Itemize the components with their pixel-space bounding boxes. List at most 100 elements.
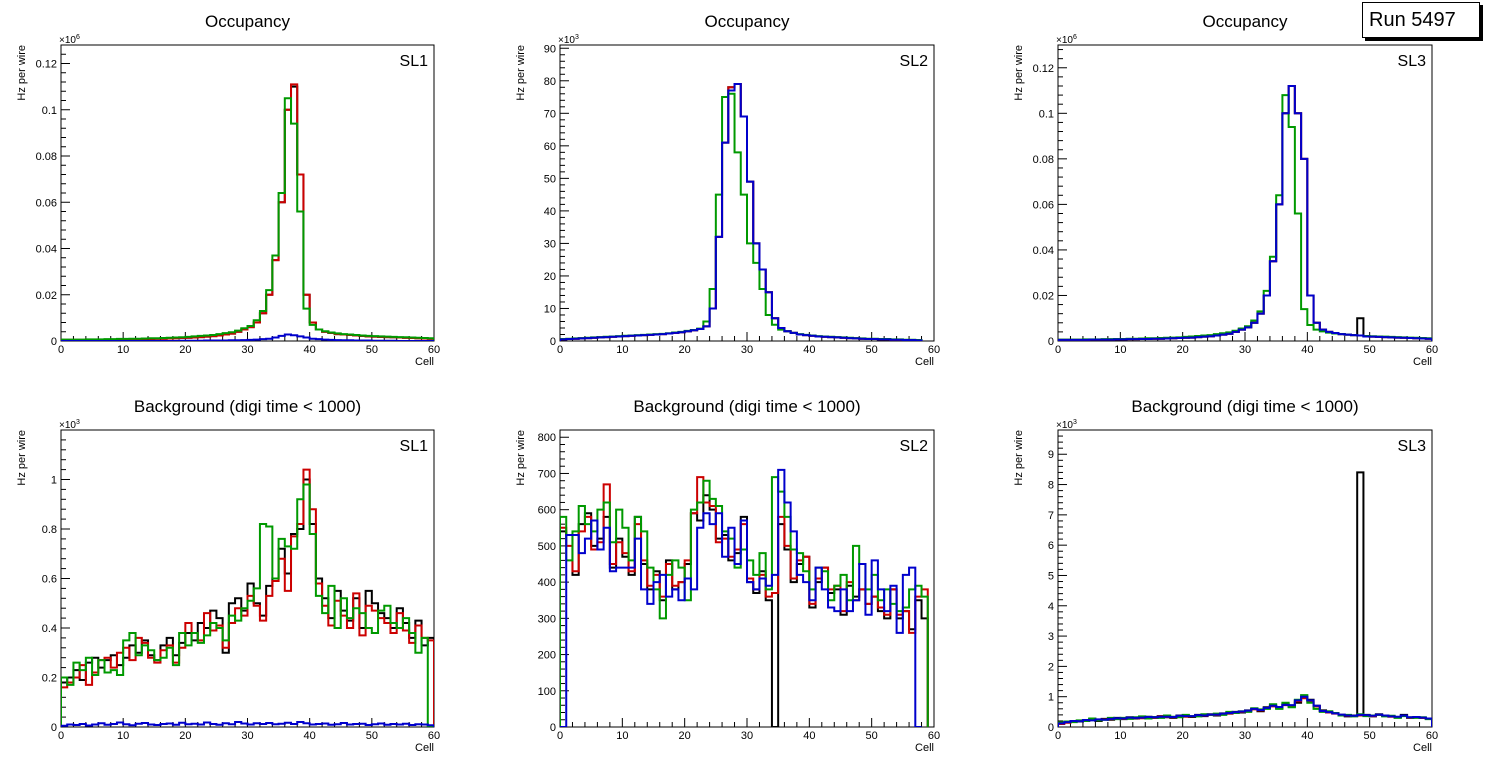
- x-tick-label: 60: [1426, 730, 1438, 742]
- histogram-black: [1058, 471, 1432, 727]
- superlayer-tag: SL1: [400, 438, 429, 455]
- y-tick-label: 0.04: [1033, 245, 1054, 257]
- histogram-green: [560, 476, 929, 727]
- x-tick-label: 40: [304, 730, 316, 742]
- x-tick-label: 60: [428, 730, 440, 742]
- x-tick-label: 40: [803, 730, 815, 742]
- y-tick-label: 0.2: [42, 673, 57, 685]
- y-tick-label: 20: [544, 271, 556, 283]
- x-tick-label: 20: [1177, 730, 1189, 742]
- y-exponent-power: 3: [76, 419, 80, 426]
- plot-title: Occupancy: [1202, 12, 1288, 31]
- y-tick-label: 0: [1048, 722, 1054, 734]
- x-tick-label: 30: [241, 730, 253, 742]
- y-tick-label: 1: [1048, 692, 1054, 704]
- y-tick-label: 0.1: [42, 105, 57, 117]
- x-tick-label: 60: [428, 344, 440, 356]
- histogram-red: [560, 476, 929, 727]
- x-tick-label: 20: [179, 344, 191, 356]
- y-axis-title: Hz per wire: [1013, 45, 1025, 101]
- x-tick-label: 60: [928, 730, 940, 742]
- y-tick-label: 0.06: [36, 197, 57, 209]
- y-tick-label: 200: [538, 650, 556, 662]
- histogram-red: [1058, 84, 1432, 341]
- x-tick-label: 30: [741, 344, 753, 356]
- histogram-green: [560, 92, 923, 341]
- x-tick-label: 30: [241, 344, 253, 356]
- plot-panel-5: Background (digi time < 1000) SL2 0 10 20 30 4…: [515, 397, 940, 754]
- histogram-blue: [1058, 695, 1432, 727]
- plot-frame: [1057, 44, 1433, 342]
- plot-title: Occupancy: [205, 12, 291, 31]
- x-tick-label: 30: [741, 730, 753, 742]
- histogram-blue: [560, 468, 922, 727]
- x-tick-label: 10: [117, 344, 129, 356]
- x-tick-label: 20: [1177, 344, 1189, 356]
- x-axis-title: Cell: [915, 356, 934, 368]
- x-tick-label: 60: [1426, 344, 1438, 356]
- histogram-green: [61, 97, 434, 341]
- histogram-blue: [61, 333, 434, 341]
- histogram-green: [1058, 94, 1432, 341]
- x-tick-label: 10: [616, 730, 628, 742]
- x-tick-label: 40: [803, 344, 815, 356]
- y-tick-label: 800: [538, 432, 556, 444]
- plot-panel-2: Occupancy SL2 0 10 20 30 40 50 60 0 10 20 30 40 50 60 70…: [515, 12, 940, 368]
- y-tick-label: 90: [544, 43, 556, 55]
- y-tick-label: 0: [51, 336, 57, 348]
- superlayer-tag: SL3: [1398, 53, 1427, 70]
- x-tick-label: 20: [179, 730, 191, 742]
- plot-title: Background (digi time < 1000): [1131, 397, 1358, 416]
- x-tick-label: 0: [557, 730, 563, 742]
- x-tick-label: 20: [679, 344, 691, 356]
- plot-title: Occupancy: [704, 12, 790, 31]
- y-tick-label: 2: [1048, 661, 1054, 673]
- plot-frame: [60, 44, 435, 342]
- y-tick-label: 4: [1048, 601, 1054, 613]
- y-exponent-label: ×106: [59, 34, 80, 46]
- y-axis-title: Hz per wire: [515, 430, 527, 486]
- y-tick-label: 60: [544, 141, 556, 153]
- y-axis-title: Hz per wire: [16, 45, 28, 101]
- histogram-blue: [1058, 84, 1432, 341]
- histogram-blue: [560, 83, 923, 341]
- x-tick-label: 50: [1364, 344, 1376, 356]
- y-axis-title: Hz per wire: [1013, 430, 1025, 486]
- y-tick-label: 0.12: [1033, 63, 1054, 75]
- x-tick-label: 30: [1239, 344, 1251, 356]
- plot-frame: [60, 429, 435, 728]
- x-tick-label: 10: [1114, 344, 1126, 356]
- plot-panel-1: Occupancy SL1 0 10 20 30 40 50 60 0 0.02 0.04 0.06 0.…: [16, 12, 440, 368]
- superlayer-tag: SL3: [1398, 438, 1427, 455]
- y-tick-label: 0.02: [1033, 290, 1054, 302]
- y-tick-label: 80: [544, 76, 556, 88]
- x-tick-label: 0: [1055, 730, 1061, 742]
- histogram-red: [61, 468, 434, 727]
- histogram-red: [61, 83, 434, 341]
- y-exponent-power: 3: [1073, 419, 1077, 426]
- superlayer-tag: SL2: [900, 438, 929, 455]
- plot-title: Background (digi time < 1000): [633, 397, 860, 416]
- y-tick-label: 70: [544, 108, 556, 120]
- x-tick-label: 30: [1239, 730, 1251, 742]
- histogram-black: [1058, 84, 1432, 341]
- y-tick-label: 0.4: [42, 623, 57, 635]
- y-exponent-power: 6: [1073, 34, 1077, 41]
- x-tick-label: 60: [928, 344, 940, 356]
- histogram-blue: [61, 721, 434, 727]
- x-tick-label: 40: [1301, 344, 1313, 356]
- y-tick-label: 6: [1048, 540, 1054, 552]
- y-tick-label: 40: [544, 206, 556, 218]
- y-tick-label: 0.1: [1039, 108, 1054, 120]
- x-axis-title: Cell: [1413, 356, 1432, 368]
- x-tick-label: 10: [1114, 730, 1126, 742]
- y-tick-label: 400: [538, 577, 556, 589]
- x-tick-label: 0: [58, 730, 64, 742]
- superlayer-tag: SL1: [400, 53, 429, 70]
- x-tick-label: 10: [117, 730, 129, 742]
- x-tick-label: 10: [616, 344, 628, 356]
- y-axis-title: Hz per wire: [515, 45, 527, 101]
